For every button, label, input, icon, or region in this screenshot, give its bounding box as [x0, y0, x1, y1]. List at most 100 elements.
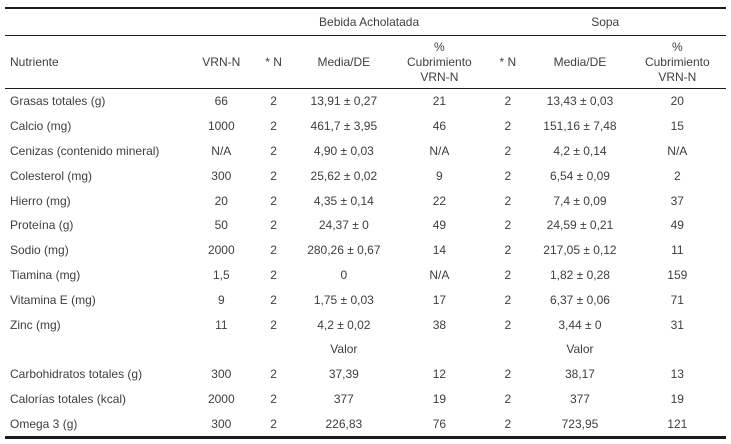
value-cell: 46 [432, 119, 447, 134]
row-label-cell: Tiamina (mg) [10, 267, 81, 282]
value-cell: 76 [432, 416, 447, 431]
table-row: Proteína (g) 50 2 24,37 ± 0 49 2 24,59 ± 0,21 4… [5, 213, 726, 238]
column-header-media-de-sopa: Media/DE [531, 35, 629, 89]
row-label-cell: Calcio (mg) [10, 119, 72, 134]
column-header-vrn-n: VRN-N [188, 35, 254, 89]
value-cell: 19 [432, 391, 447, 406]
value-cell: 377 [333, 391, 354, 406]
value-cell: 2 [504, 391, 512, 406]
value-cell: 49 [432, 218, 447, 233]
column-header-n-bebida: * N [253, 35, 294, 89]
column-header-nutriente: Nutriente [5, 35, 189, 89]
value-cell: 12 [432, 367, 447, 382]
value-cell: 14 [432, 243, 447, 258]
row-label-cell: Carbohidratos totales (g) [10, 367, 143, 382]
value-cell: N/A [211, 143, 232, 158]
value-cell: 6,54 ± 0,09 [549, 168, 610, 183]
value-cell: N/A [667, 143, 688, 158]
value-cell: 13 [670, 367, 684, 382]
value-cell: 377 [569, 391, 590, 406]
value-cell [629, 337, 726, 362]
value-cell: 226,83 [325, 416, 363, 431]
column-header-cubrimiento-bebida: % Cubrimiento VRN-N [394, 35, 485, 89]
value-cell: 11 [215, 317, 228, 332]
table-row: Grasas totales (g) 66 2 13,91 ± 0,27 21 2 13,4… [5, 89, 726, 114]
value-cell [254, 337, 294, 362]
row-label-cell: Cenizas (contenido mineral) [10, 143, 160, 158]
value-cell: 2 [673, 168, 681, 183]
value-cell: 4,90 ± 0,03 [313, 143, 374, 158]
value-cell: 3,44 ± 0 [558, 317, 602, 332]
value-cell: 25,62 ± 0,02 [310, 168, 378, 183]
table-header: Bebida Acholatada Sopa Nutriente VRN-N *… [5, 8, 726, 89]
value-cell: 461,7 ± 3,95 [310, 119, 378, 134]
value-cell: 11 [671, 243, 684, 258]
value-cell: 2000 [207, 243, 235, 258]
table-row: Calorías totales (kcal) 2000 2 377 19 2 377 19 [5, 387, 726, 412]
value-cell: 300 [211, 367, 232, 382]
value-cell: N/A [429, 143, 450, 158]
value-cell: 2 [270, 193, 277, 208]
value-cell: 2 [270, 292, 277, 307]
row-label-cell: Vitamina E (mg) [10, 292, 96, 307]
value-cell: 2 [270, 168, 277, 183]
value-cell: 2 [504, 292, 512, 307]
value-cell: 7,4 ± 0,09 [553, 193, 607, 208]
value-cell: 13,91 ± 0,27 [310, 94, 378, 109]
group-header-row: Bebida Acholatada Sopa [5, 8, 726, 36]
value-cell: 37,39 [328, 367, 359, 382]
value-cell: 9 [217, 292, 225, 307]
value-cell: 24,37 ± 0 [318, 218, 369, 233]
value-cell: 2 [270, 317, 277, 332]
value-cell: 13,43 ± 0,03 [546, 94, 614, 109]
value-cell: 1,5 [212, 267, 230, 282]
value-cell: 151,16 ± 7,48 [543, 119, 617, 134]
column-header-media-de-bebida: Media/DE [293, 35, 395, 89]
column-header-n-sopa: * N [484, 35, 532, 89]
value-cell: 2 [504, 267, 512, 282]
row-label-cell [5, 337, 189, 362]
row-label-cell: Grasas totales (g) [10, 94, 106, 109]
nutrient-comparison-table: Bebida Acholatada Sopa Nutriente VRN-N *… [5, 7, 726, 440]
value-cell: 159 [667, 267, 688, 282]
value-cell: 21 [432, 94, 447, 109]
value-cell: 300 [211, 416, 232, 431]
value-cell: 2 [504, 143, 512, 158]
value-cell: 1,82 ± 0,28 [549, 267, 610, 282]
table-row: Valor Valor [5, 337, 726, 362]
value-cell: 2 [504, 243, 512, 258]
value-cell: 300 [211, 168, 232, 183]
value-cell: 22 [432, 193, 447, 208]
value-cell: 38 [432, 317, 447, 332]
value-cell: 71 [670, 292, 684, 307]
table-row: Vitamina E (mg) 9 2 1,75 ± 0,03 17 2 6,37 ± 0,… [5, 287, 726, 312]
value-cell: 50 [214, 218, 228, 233]
table-row: Sodio (mg) 2000 2 280,26 ± 0,67 14 2 217,05 ± … [5, 238, 726, 263]
value-cell: 2 [504, 367, 512, 382]
value-cell: 4,2 ± 0,02 [317, 317, 371, 332]
value-cell: 2 [270, 119, 277, 134]
value-cell: 2 [270, 243, 277, 258]
value-cell: 2 [270, 267, 277, 282]
row-label-cell: Hierro (mg) [10, 193, 71, 208]
value-cell: 2 [504, 168, 512, 183]
table-row: Omega 3 (g) 300 2 226,83 76 2 723,95 121 [5, 411, 726, 437]
value-cell: 2 [504, 317, 512, 332]
table-body: Grasas totales (g) 66 2 13,91 ± 0,27 21 2 13,4… [5, 89, 726, 438]
row-label-cell: Omega 3 (g) [10, 416, 78, 431]
value-cell: 217,05 ± 0,12 [543, 243, 617, 258]
row-label-cell: Zinc (mg) [10, 317, 61, 332]
column-header-cubrimiento-sopa: % Cubrimiento VRN-N [628, 35, 726, 89]
value-cell: 6,37 ± 0,06 [549, 292, 610, 307]
value-cell: 2 [270, 367, 277, 382]
value-cell: 121 [667, 416, 688, 431]
value-cell: 19 [670, 391, 684, 406]
value-cell: 1000 [207, 119, 235, 134]
value-cell: 2 [504, 193, 512, 208]
value-cell: 2 [504, 416, 512, 431]
table-row: Colesterol (mg) 300 2 25,62 ± 0,02 9 2 6,54 ± … [5, 163, 726, 188]
value-cell: 37 [670, 193, 684, 208]
value-cell: Valor [566, 342, 594, 357]
value-cell: 31 [670, 317, 684, 332]
